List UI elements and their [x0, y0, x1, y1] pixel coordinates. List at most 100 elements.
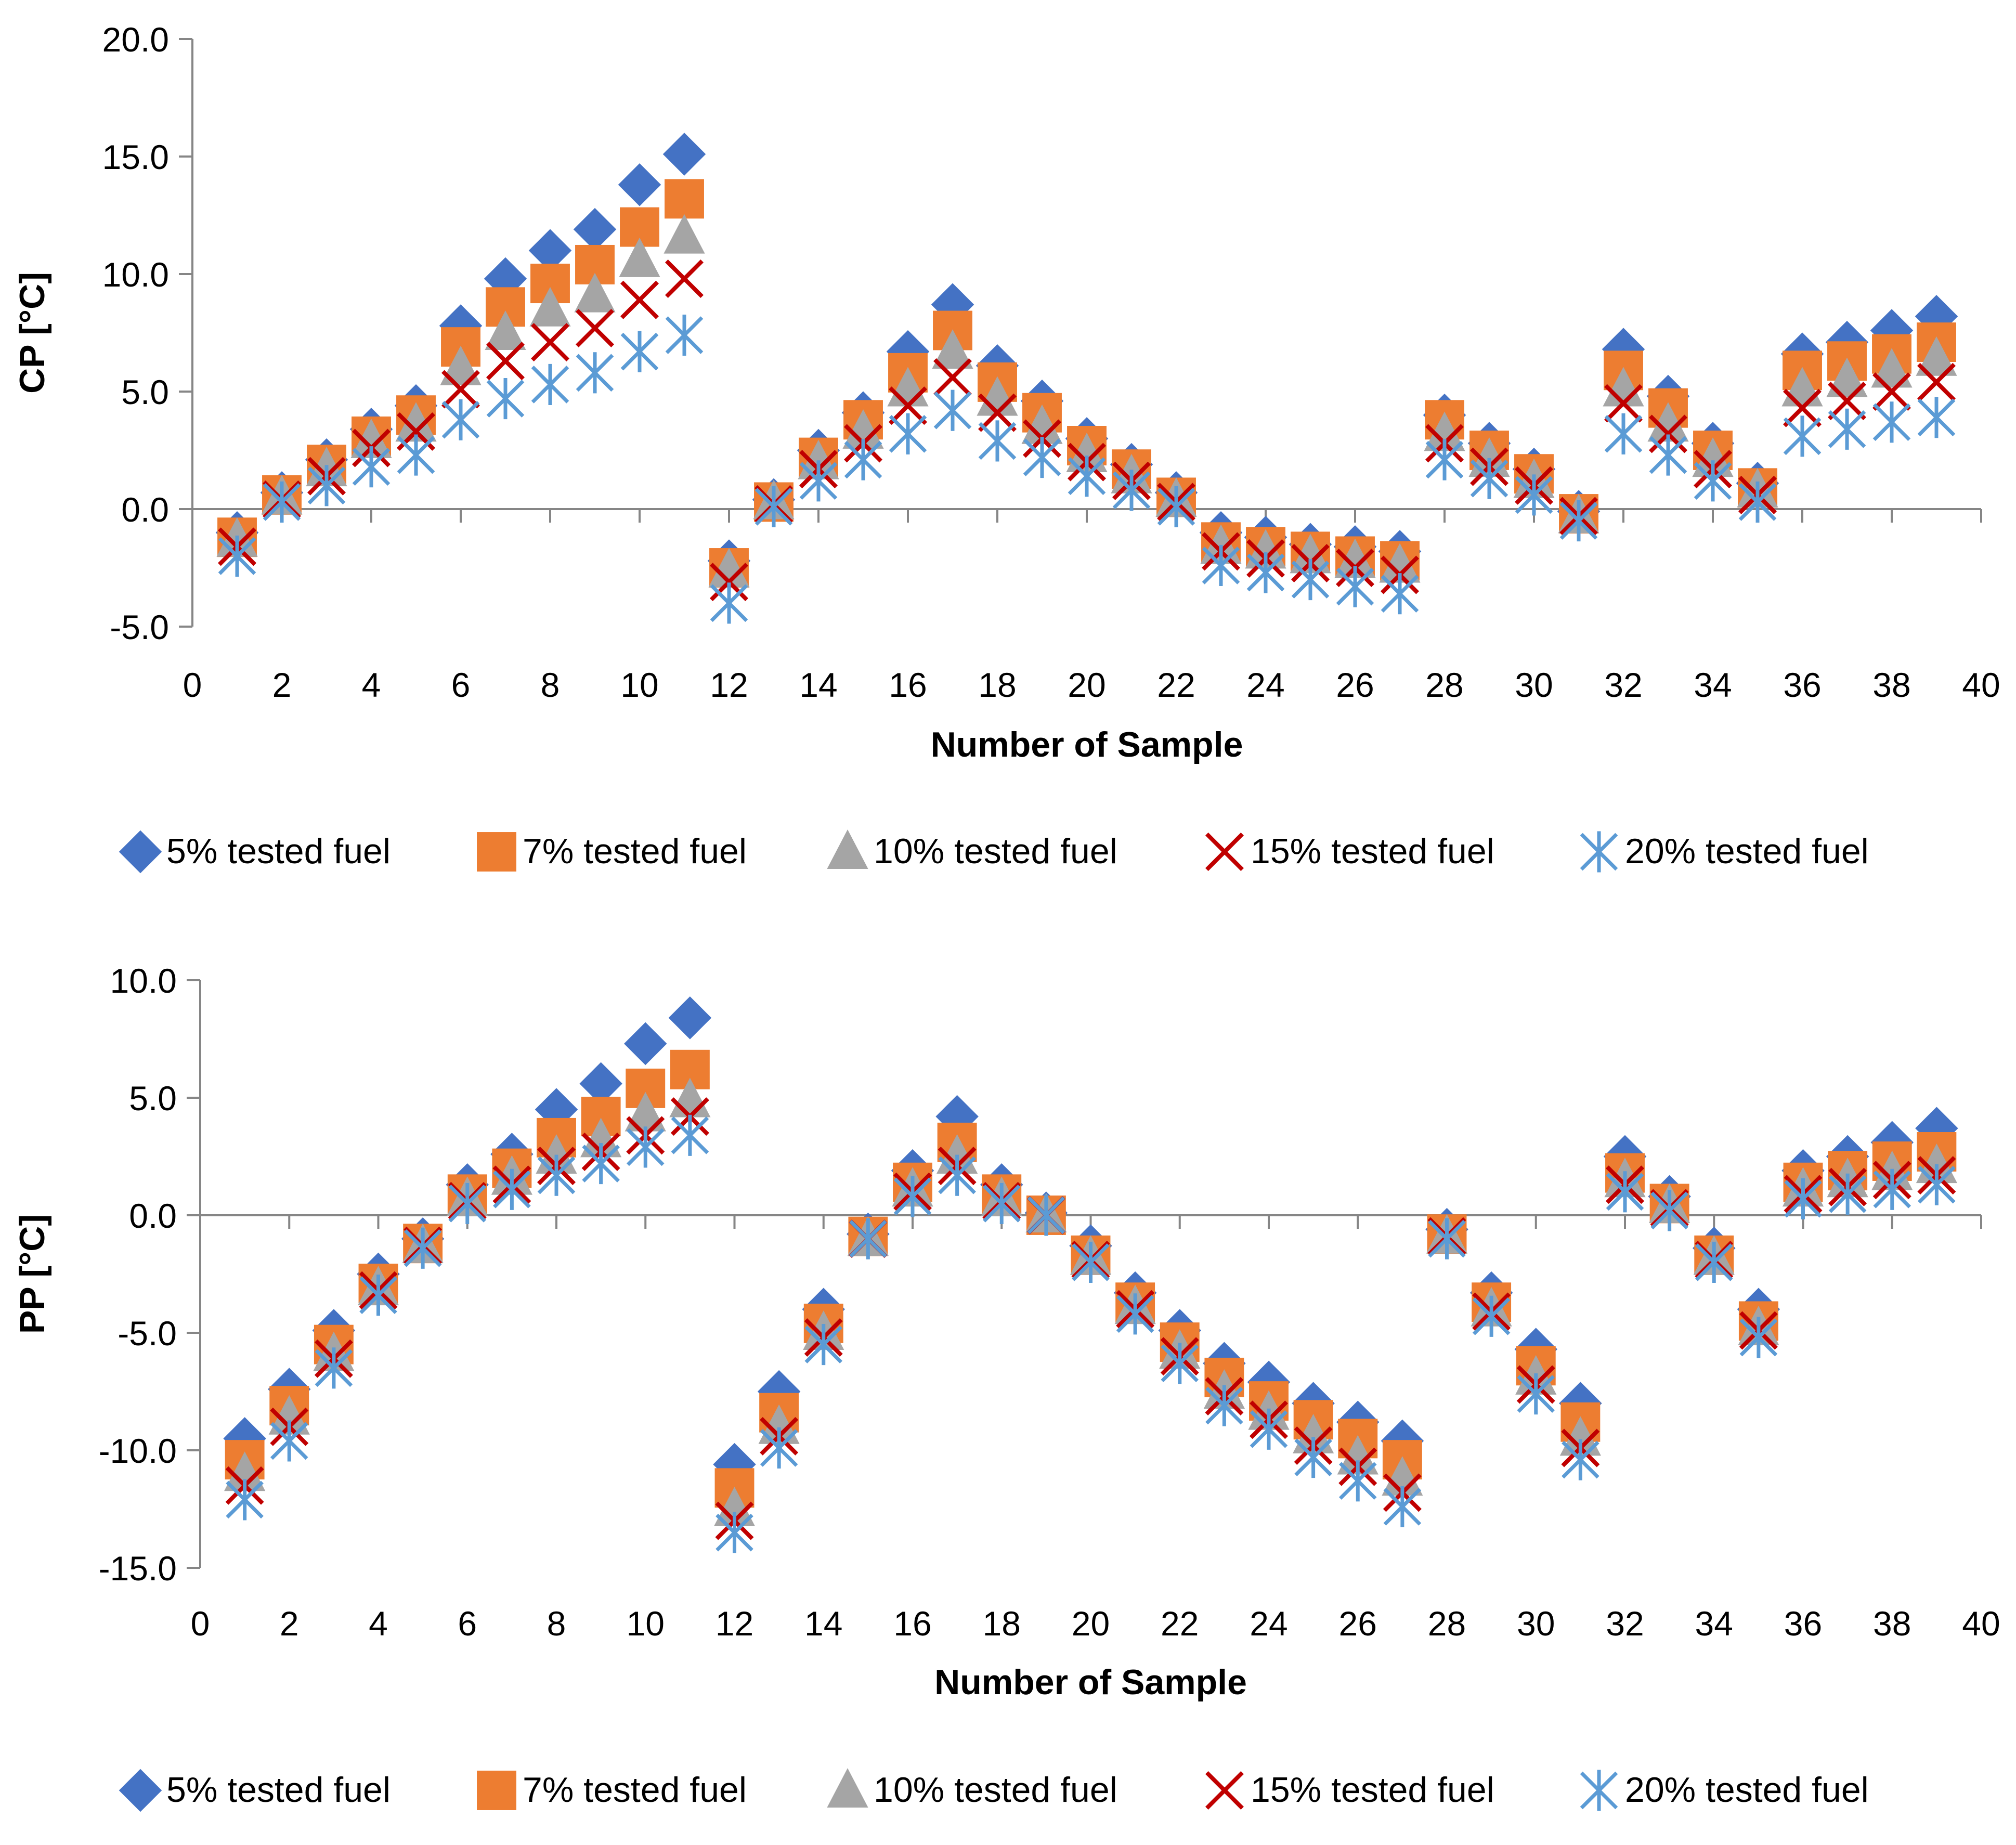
x-axis-label: Number of Sample: [934, 1662, 1247, 1702]
series-3: [216, 214, 1957, 588]
data-point: [576, 352, 614, 394]
x-tick-label: 34: [1695, 1604, 1733, 1643]
data-point: [1603, 367, 1644, 407]
data-point: [938, 1154, 976, 1196]
data-point: [1202, 544, 1240, 587]
data-point: [486, 378, 525, 420]
legend-label: 10% tested fuel: [874, 831, 1117, 871]
data-point: [224, 1451, 266, 1491]
data-point: [933, 389, 972, 431]
legend-label: 15% tested fuel: [1251, 1770, 1494, 1810]
data-point: [1559, 500, 1598, 542]
data-point: [1647, 402, 1689, 442]
data-point: [755, 486, 793, 528]
y-tick-label: 20.0: [102, 20, 169, 59]
data-point: [1425, 439, 1464, 480]
data-point: [395, 402, 437, 442]
y-tick-label: 0.0: [121, 490, 169, 529]
data-point: [625, 1092, 666, 1132]
data-point: [352, 446, 391, 488]
data-point: [315, 1347, 353, 1389]
legend-item: 7% tested fuel: [477, 831, 747, 872]
y-tick-label: 10.0: [102, 255, 169, 294]
data-point: [440, 345, 482, 385]
data-point: [710, 582, 748, 624]
data-point: [580, 1118, 622, 1158]
data-point: [448, 1183, 487, 1224]
data-point: [1738, 481, 1777, 523]
x-tick-label: 26: [1336, 666, 1374, 704]
legend-label: 5% tested fuel: [166, 1770, 391, 1810]
data-point: [758, 1404, 800, 1444]
data-point: [268, 1395, 310, 1435]
data-point: [799, 460, 838, 502]
x-tick-label: 20: [1072, 1604, 1110, 1643]
legend-label: 7% tested fuel: [523, 831, 747, 871]
x-tick-label: 22: [1161, 1604, 1199, 1643]
chart-1: -5.00.05.010.015.020.00 2 4 6 8 10 12 14 16 18 20 2…: [12, 20, 2000, 874]
legend-item: 5% tested fuel: [119, 830, 391, 874]
data-point: [1559, 1416, 1601, 1456]
x-tick-label: 36: [1784, 1604, 1822, 1643]
data-point: [350, 419, 392, 458]
diamond-icon: [119, 1769, 162, 1812]
data-point: [1116, 1293, 1154, 1335]
x-tick-label: 2: [280, 1604, 299, 1643]
x-tick-label: 4: [369, 1604, 388, 1643]
x-tick-label: 32: [1606, 1604, 1644, 1643]
x-tick-label: 40: [1962, 1604, 2000, 1643]
asterisk-icon: [1580, 831, 1618, 873]
data-point: [1783, 415, 1822, 457]
x-tick-label: 10: [627, 1604, 665, 1643]
data-point: [1828, 408, 1866, 450]
legend-item: 15% tested fuel: [1205, 1770, 1494, 1810]
data-point: [1917, 397, 1956, 438]
legend-label: 10% tested fuel: [874, 1770, 1117, 1810]
data-point: [537, 1154, 576, 1196]
data-point: [713, 1487, 756, 1526]
data-point: [573, 207, 617, 251]
data-point: [1826, 357, 1868, 397]
data-point: [1916, 336, 1957, 376]
data-point: [270, 1420, 308, 1462]
y-tick-label: -15.0: [99, 1549, 177, 1588]
data-point: [1470, 458, 1508, 499]
data-point: [530, 323, 570, 362]
diamond-icon: [119, 830, 162, 874]
data-point: [1917, 362, 1956, 401]
x-tick-label: 40: [1962, 666, 2000, 704]
y-axis-label: CP [°C]: [12, 272, 52, 394]
x-tick-label: 14: [804, 1604, 842, 1643]
data-point: [493, 1168, 531, 1210]
data-point: [932, 329, 973, 369]
x-tick-label: 12: [716, 1604, 753, 1643]
y-tick-label: -5.0: [110, 608, 169, 646]
data-point: [226, 1479, 264, 1521]
y-tick-label: 15.0: [102, 138, 169, 176]
data-point: [441, 370, 480, 409]
data-point: [1338, 1460, 1377, 1502]
data-point: [307, 465, 346, 506]
legend-label: 7% tested fuel: [523, 1770, 747, 1810]
legend-label: 20% tested fuel: [1625, 831, 1869, 871]
data-point: [1290, 534, 1331, 574]
x-tick-label: 38: [1872, 666, 1910, 704]
x-tick-label: 10: [620, 666, 658, 704]
data-point: [1383, 1486, 1422, 1528]
x-tick-label: 22: [1157, 666, 1195, 704]
data-point: [888, 386, 928, 425]
x-tick-label: 6: [451, 666, 471, 704]
data-point: [1739, 1317, 1778, 1358]
x-tick-label: 32: [1604, 666, 1642, 704]
data-point: [574, 272, 616, 313]
data-point: [575, 308, 615, 347]
data-point: [1294, 1437, 1332, 1478]
data-point: [1245, 529, 1286, 569]
x-tick-label: 12: [710, 666, 748, 704]
data-point: [1784, 1178, 1822, 1219]
data-point: [1871, 348, 1913, 388]
legend-label: 15% tested fuel: [1251, 831, 1494, 871]
data-point: [1428, 1218, 1466, 1259]
legend-label: 5% tested fuel: [166, 831, 391, 871]
data-point: [1072, 1241, 1110, 1283]
